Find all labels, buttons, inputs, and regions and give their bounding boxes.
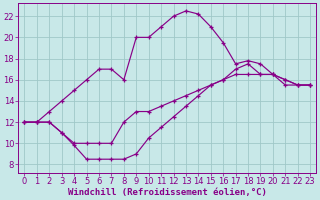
X-axis label: Windchill (Refroidissement éolien,°C): Windchill (Refroidissement éolien,°C) [68, 188, 267, 197]
